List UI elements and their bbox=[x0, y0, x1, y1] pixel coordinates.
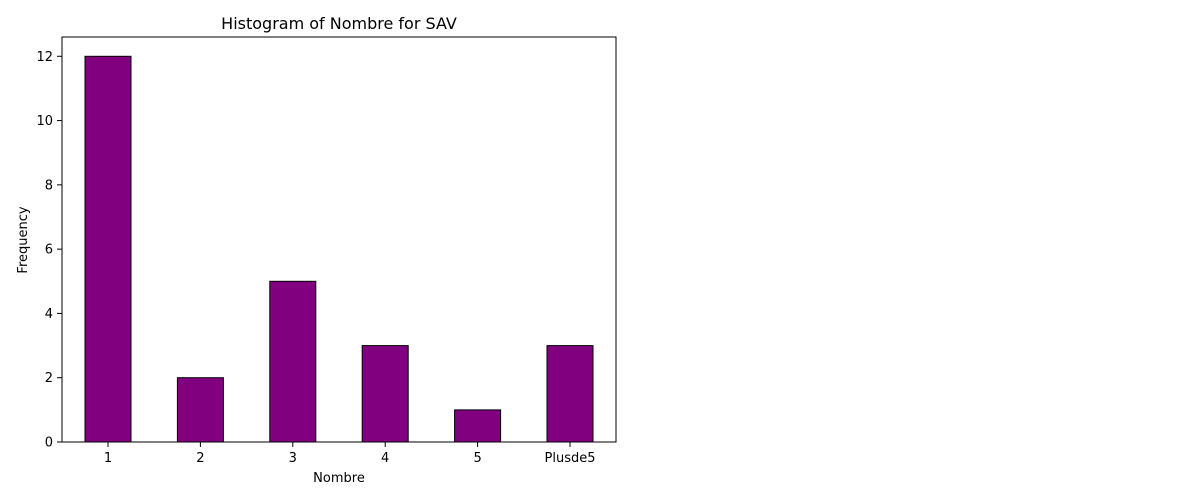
x-tick-label: 5 bbox=[473, 451, 481, 466]
y-tick-label: 2 bbox=[45, 371, 53, 386]
x-axis-title: Nombre bbox=[313, 471, 365, 486]
chart-title: Histogram of Nombre for SAV bbox=[221, 14, 457, 33]
plot-frame bbox=[61, 36, 617, 443]
y-tick-label: 12 bbox=[36, 50, 53, 65]
bars-layer bbox=[84, 55, 594, 443]
y-tick-label: 8 bbox=[45, 178, 53, 193]
y-tick-label: 0 bbox=[45, 436, 53, 451]
bar-5 bbox=[454, 409, 502, 443]
y-axis-title: Frequency bbox=[16, 206, 31, 273]
bar-2 bbox=[176, 377, 224, 443]
x-tick-label: 1 bbox=[104, 451, 112, 466]
x-tick-label: Plusde5 bbox=[545, 451, 596, 466]
y-tick-label: 4 bbox=[45, 307, 53, 322]
y-tick-label: 6 bbox=[45, 243, 53, 258]
bar-1 bbox=[84, 55, 132, 443]
bar-4 bbox=[361, 345, 409, 443]
x-tick-label: 2 bbox=[196, 451, 204, 466]
y-axis: 0 2 4 6 8 10 12 bbox=[36, 50, 62, 451]
x-tick-label: 4 bbox=[381, 451, 389, 466]
x-tick-label: 3 bbox=[289, 451, 297, 466]
bar-Plusde5 bbox=[546, 345, 594, 443]
bar-3 bbox=[269, 280, 317, 443]
y-tick-label: 10 bbox=[36, 114, 53, 129]
x-axis: 1 2 3 4 5 Plusde5 bbox=[104, 442, 596, 466]
